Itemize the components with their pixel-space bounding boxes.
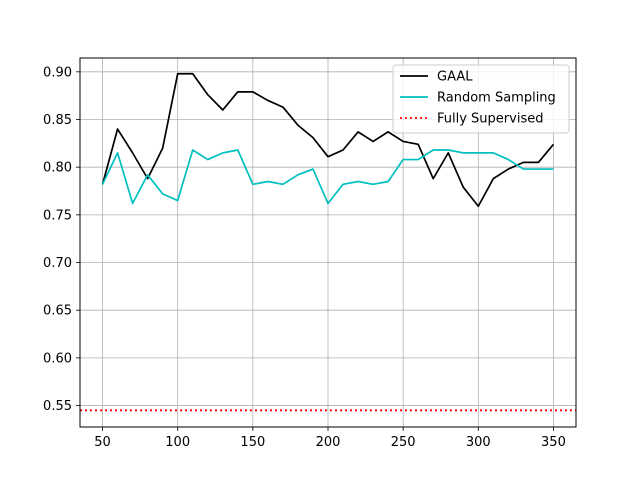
y-tick-label: 0.75 [43, 208, 72, 223]
y-tick-label: 0.85 [43, 113, 72, 128]
x-tick-label: 200 [316, 435, 341, 450]
x-tick-label: 50 [94, 435, 111, 450]
axis-ticks: 50 100 150 200 250 300 350 0.55 0.60 0.65 0.70 0.75… [43, 65, 566, 450]
y-tick-label: 0.80 [43, 161, 72, 176]
grid [80, 58, 576, 427]
x-tick-label: 300 [466, 435, 491, 450]
series-line-random-sampling [101, 149, 554, 205]
x-tick-label: 100 [165, 435, 190, 450]
y-tick-label: 0.90 [43, 65, 72, 80]
legend-label-random-sampling: Random Sampling [437, 91, 556, 106]
legend-box [392, 64, 570, 134]
y-tick-label: 0.55 [43, 399, 72, 414]
legend: GAAL Random Sampling Fully Supervised [392, 64, 570, 134]
x-tick-label: 150 [240, 435, 265, 450]
y-tick-label: 0.65 [43, 304, 72, 319]
x-tick-label: 350 [541, 435, 566, 450]
legend-label-fully-supervised: Fully Supervised [437, 112, 543, 127]
y-tick-label: 0.70 [43, 256, 72, 271]
y-tick-label: 0.60 [43, 351, 72, 366]
x-tick-label: 250 [391, 435, 416, 450]
series-line-gaal [101, 72, 555, 208]
legend-label-gaal: GAAL [437, 70, 473, 85]
series-lines [80, 72, 576, 412]
